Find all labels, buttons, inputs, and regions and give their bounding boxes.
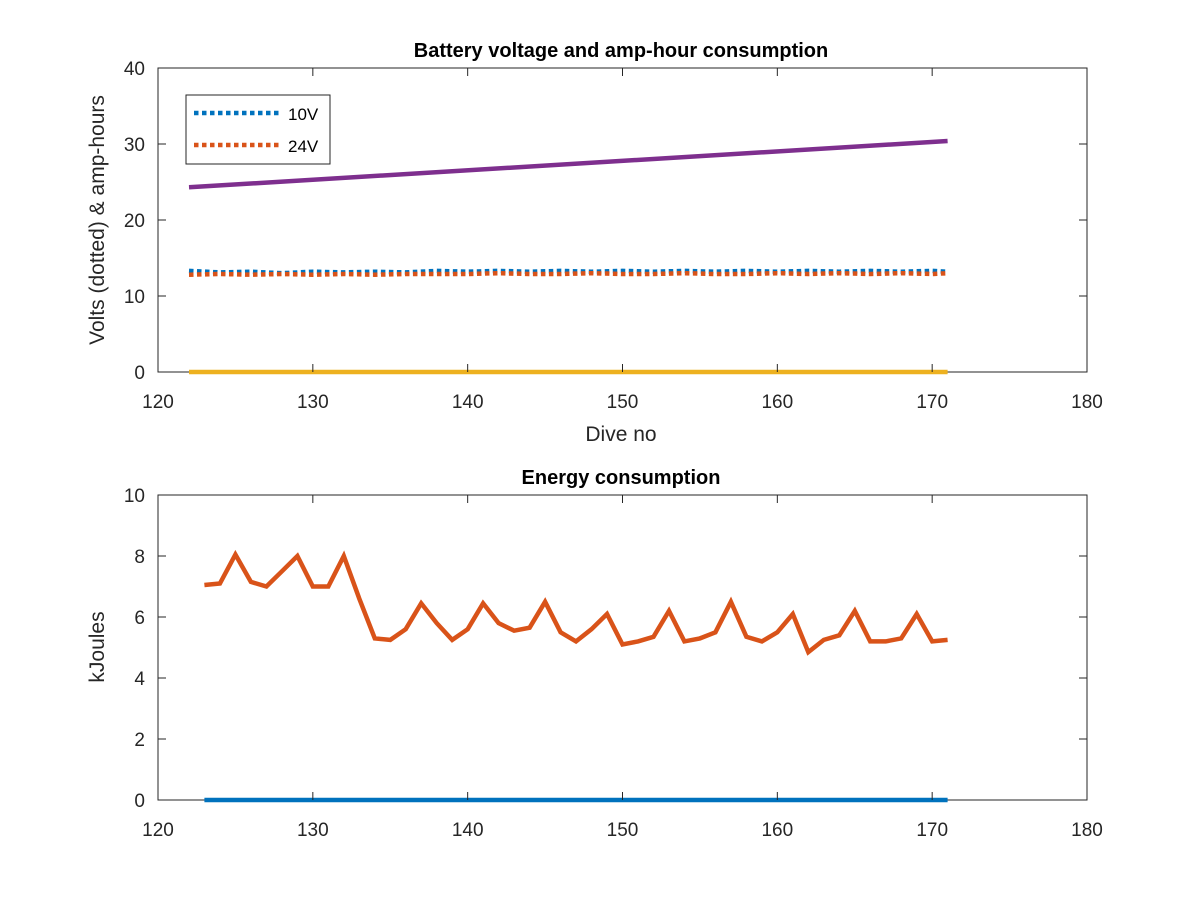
energy-x-tick-label: 180 [1071, 820, 1103, 841]
energy-ticks-group: 120 130 140 150 160 170 180 0 2 4 6 8 10 [124, 486, 1103, 841]
voltage-ticks-group: 120 130 140 150 160 170 180 0 10 20 30 40 [124, 59, 1103, 413]
voltage-series-group [188, 138, 948, 375]
energy-axes-box [157, 494, 1088, 801]
voltage-x-tick-label: 140 [452, 392, 484, 413]
energy-y-tick-label: 8 [134, 547, 145, 568]
voltage-x-axis-label: Dive no [585, 423, 656, 446]
energy-series-group [204, 549, 948, 803]
energy-chart-title: Energy consumption [522, 467, 721, 489]
voltage-x-tick-label: 180 [1071, 392, 1103, 413]
energy-x-tick-label: 140 [452, 820, 484, 841]
energy-y-tick-label: 10 [124, 486, 145, 507]
voltage-legend: 10V 24V [185, 94, 331, 165]
legend-10v-label: 10V [288, 105, 319, 124]
voltage-x-tick-label: 170 [916, 392, 948, 413]
energy-y-axis-label: kJoules [86, 611, 109, 682]
voltage-y-tick-label: 40 [124, 59, 145, 80]
energy-series-1-line [204, 549, 948, 656]
energy-x-tick-label: 120 [142, 820, 174, 841]
voltage-chart-title: Battery voltage and amp-hour consumption [414, 40, 828, 62]
voltage-y-axis-label: Volts (dotted) & amp-hours [86, 95, 109, 345]
legend-box [185, 94, 331, 165]
energy-axes: 120 130 140 150 160 170 180 0 2 4 6 8 10 Energy cons… [86, 467, 1103, 841]
energy-x-tick-label: 130 [297, 820, 329, 841]
voltage-series-3-line [188, 138, 948, 190]
energy-x-tick-label: 170 [916, 820, 948, 841]
energy-x-tick-label: 160 [761, 820, 793, 841]
voltage-y-tick-label: 20 [124, 211, 145, 232]
voltage-x-tick-label: 160 [761, 392, 793, 413]
voltage-y-tick-label: 0 [134, 363, 145, 384]
energy-y-tick-label: 0 [134, 791, 145, 812]
voltage-series-1-line [188, 270, 948, 277]
energy-y-tick-label: 2 [134, 730, 145, 751]
legend-24v-label: 24V [288, 137, 319, 156]
voltage-x-tick-label: 120 [142, 392, 174, 413]
energy-x-tick-label: 150 [607, 820, 639, 841]
voltage-x-tick-label: 150 [607, 392, 639, 413]
voltage-series-0-line [188, 268, 948, 276]
voltage-axes: 120 130 140 150 160 170 180 0 10 20 30 40 Battery v… [86, 40, 1103, 446]
voltage-x-tick-label: 130 [297, 392, 329, 413]
energy-y-tick-label: 4 [134, 669, 145, 690]
energy-y-tick-label: 6 [134, 608, 145, 629]
voltage-y-tick-label: 10 [124, 287, 145, 308]
voltage-y-tick-label: 30 [124, 135, 145, 156]
